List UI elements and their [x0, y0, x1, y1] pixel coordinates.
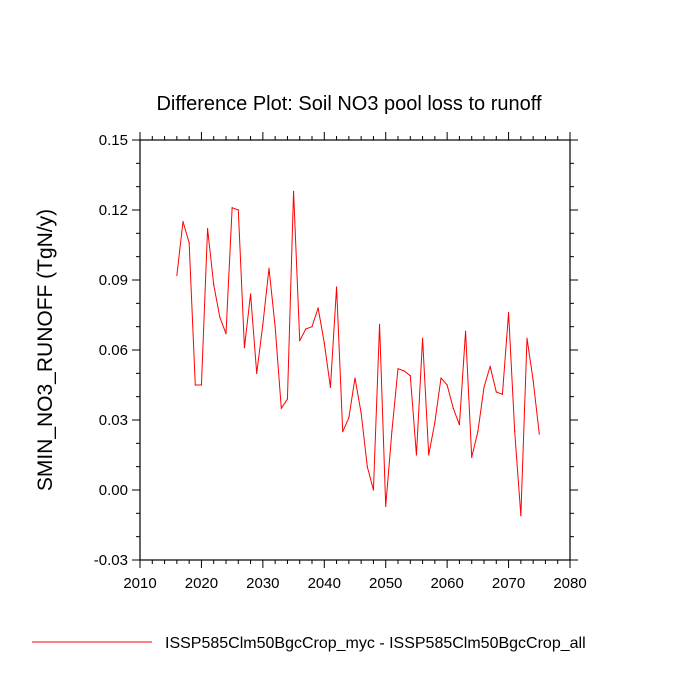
data-point	[391, 431, 393, 433]
data-point	[489, 365, 491, 367]
y-axis-tick-labels: -0.03 0.00 0.03 0.06 0.09 0.12 0.15	[94, 132, 128, 569]
data-point	[249, 293, 252, 295]
data-point	[256, 372, 258, 374]
data-point	[299, 340, 301, 342]
data-point	[225, 333, 227, 335]
data-point	[305, 328, 307, 330]
data-point	[532, 379, 534, 381]
data-point	[335, 286, 338, 288]
x-tick-label: 2020	[185, 575, 218, 592]
data-point	[514, 431, 516, 433]
data-point	[495, 391, 497, 393]
data-point	[342, 431, 344, 433]
chart-title: Difference Plot: Soil NO3 pool loss to r…	[156, 93, 541, 115]
data-point	[188, 242, 190, 244]
data-point	[182, 221, 184, 223]
data-point	[440, 377, 442, 379]
data-point	[311, 326, 313, 328]
data-point	[231, 207, 233, 209]
series-group	[176, 190, 540, 517]
data-point	[280, 407, 282, 409]
data-point	[446, 384, 448, 386]
y-tick-label: 0.12	[99, 202, 128, 219]
data-point	[477, 431, 479, 433]
data-point	[428, 454, 430, 456]
x-tick-label: 2040	[308, 575, 341, 592]
data-point	[213, 284, 215, 286]
legend-label: ISSP585Clm50BgcCrop_myc - ISSP585Clm50Bg…	[165, 635, 586, 652]
x-tick-label: 2030	[246, 575, 279, 592]
x-tick-label: 2050	[369, 575, 402, 592]
y-tick-label: -0.03	[94, 552, 128, 569]
data-point	[434, 421, 436, 423]
axis-ticks	[132, 132, 578, 568]
data-point	[397, 368, 399, 370]
data-point	[329, 386, 332, 388]
data-point	[378, 323, 381, 325]
data-point	[538, 433, 540, 435]
data-point	[409, 375, 411, 377]
x-axis-tick-labels: 2010 2020 2030 2040 2050 2060 2070 2080	[123, 575, 586, 592]
data-point	[421, 337, 424, 339]
y-tick-label: 0.00	[99, 482, 128, 499]
data-point	[274, 326, 276, 328]
data-point	[317, 307, 319, 309]
data-point	[268, 267, 270, 269]
data-point	[243, 347, 246, 349]
legend: ISSP585Clm50BgcCrop_myc - ISSP585Clm50Bg…	[32, 635, 586, 652]
data-point	[323, 342, 325, 344]
data-point	[360, 412, 362, 414]
data-point	[219, 316, 221, 318]
data-point	[526, 337, 528, 339]
data-point	[501, 393, 504, 395]
data-point	[372, 489, 375, 491]
series-line	[176, 190, 540, 517]
data-point	[520, 515, 522, 517]
data-point	[385, 505, 387, 507]
data-point	[206, 228, 209, 230]
data-point	[452, 407, 454, 409]
data-point	[366, 466, 368, 468]
y-tick-label: 0.09	[99, 272, 128, 289]
x-tick-label: 2060	[430, 575, 463, 592]
x-tick-label: 2070	[492, 575, 525, 592]
data-point	[458, 424, 461, 426]
y-tick-label: 0.15	[99, 132, 128, 149]
y-tick-label: 0.03	[99, 412, 128, 429]
data-point	[483, 386, 485, 388]
data-point	[194, 384, 196, 386]
data-point	[348, 417, 350, 419]
data-point	[464, 330, 467, 332]
data-point	[237, 209, 239, 211]
y-axis-label: SMIN_NO3_RUNOFF (TgN/y)	[34, 209, 57, 491]
x-tick-label: 2010	[123, 575, 156, 592]
data-point	[415, 454, 418, 456]
data-point	[471, 456, 473, 458]
data-point	[403, 370, 405, 372]
data-point	[176, 274, 178, 276]
y-tick-label: 0.06	[99, 342, 128, 359]
x-tick-label: 2080	[553, 575, 586, 592]
data-point	[507, 312, 510, 314]
data-point	[292, 190, 295, 192]
data-point	[262, 323, 264, 325]
data-point	[354, 377, 356, 379]
data-point	[200, 384, 203, 386]
data-point	[286, 398, 289, 400]
